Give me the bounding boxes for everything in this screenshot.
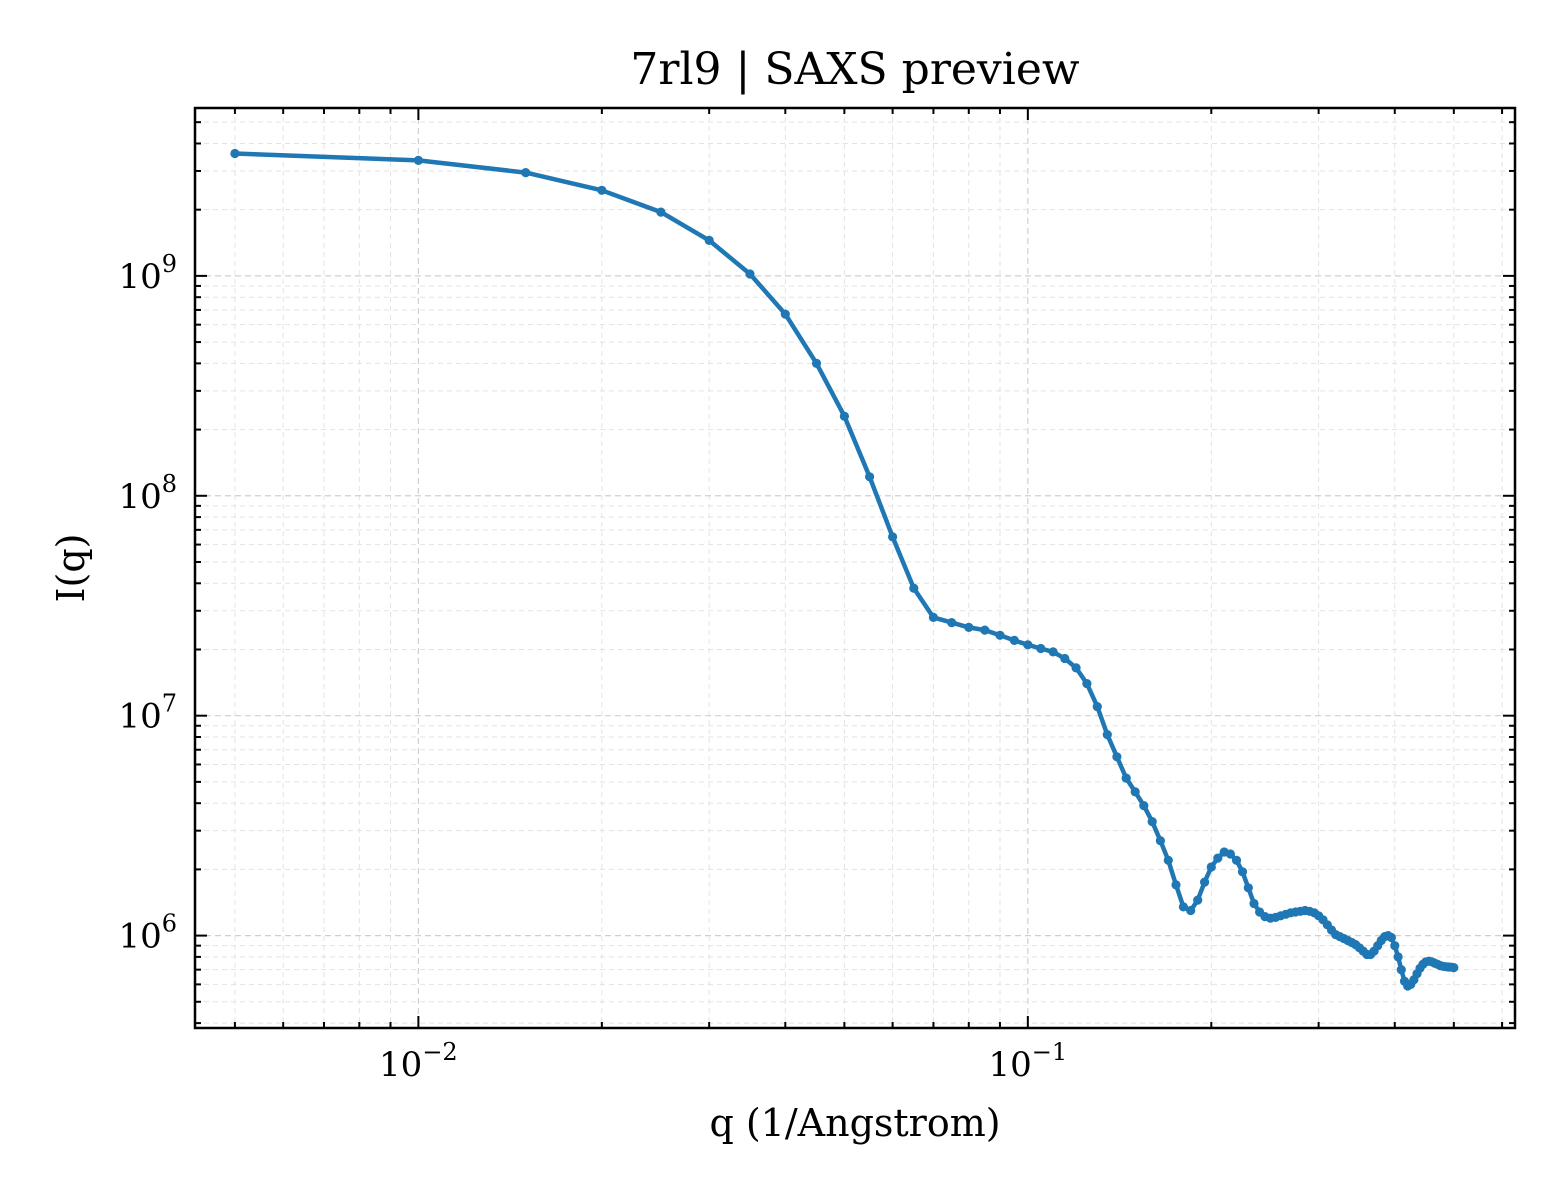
data-point xyxy=(1178,902,1188,912)
data-point xyxy=(1071,663,1081,673)
y-tick-label: 106 xyxy=(118,910,177,957)
y-tick-label: 108 xyxy=(118,470,177,517)
x-tick-label: 10−1 xyxy=(989,1038,1068,1085)
grid xyxy=(195,108,1515,1028)
data-point xyxy=(745,269,755,279)
y-tick-labels: 106 107 108 109 xyxy=(118,250,177,957)
data-point xyxy=(1102,730,1112,740)
data-point xyxy=(888,532,898,542)
data-point xyxy=(1396,965,1406,975)
series-layer xyxy=(230,148,1459,991)
data-point xyxy=(1193,895,1203,905)
data-point xyxy=(1139,801,1149,811)
data-point xyxy=(1393,952,1403,962)
plot-frame xyxy=(193,106,1517,1030)
data-point xyxy=(1225,849,1235,859)
data-point xyxy=(947,618,957,628)
y-axis-label: I(q) xyxy=(49,534,93,603)
x-tick-label: 10−2 xyxy=(379,1038,458,1085)
data-point xyxy=(1249,898,1259,909)
y-tick-label: 107 xyxy=(118,690,177,737)
data-point xyxy=(413,155,423,165)
data-point xyxy=(1112,752,1122,762)
data-point xyxy=(521,168,531,178)
data-point xyxy=(656,207,666,217)
data-point xyxy=(597,185,607,195)
data-point xyxy=(1186,905,1196,916)
data-point xyxy=(1206,862,1216,872)
x-tick-labels: 10−2 10−1 xyxy=(379,1038,1067,1085)
data-point xyxy=(780,309,790,319)
data-point xyxy=(1390,941,1400,951)
data-point xyxy=(1231,855,1242,865)
data-point xyxy=(964,622,974,633)
data-point xyxy=(1213,853,1223,863)
data-point xyxy=(1009,635,1019,646)
data-point xyxy=(1386,932,1396,943)
data-point xyxy=(1237,867,1248,877)
data-point xyxy=(980,625,990,635)
data-point xyxy=(1243,883,1253,893)
data-point xyxy=(1023,640,1033,650)
data-point xyxy=(1060,653,1070,664)
data-point xyxy=(1200,877,1210,887)
data-point xyxy=(909,583,919,593)
data-point xyxy=(865,472,875,482)
data-point xyxy=(1163,855,1173,865)
data-point xyxy=(1048,647,1058,657)
data-point xyxy=(1155,836,1165,846)
data-point xyxy=(1036,643,1046,654)
data-point xyxy=(1082,679,1092,689)
y-tick-label: 109 xyxy=(118,250,177,297)
data-point xyxy=(928,612,939,623)
chart-title: 7rl9 | SAXS preview xyxy=(630,44,1079,95)
x-axis-label: q (1/Angstrom) xyxy=(709,1101,1000,1145)
data-point xyxy=(1130,787,1140,797)
data-point xyxy=(995,630,1005,640)
data-point xyxy=(1449,963,1459,973)
data-point xyxy=(1121,773,1131,783)
data-point xyxy=(839,411,850,421)
data-point xyxy=(230,148,240,159)
data-point xyxy=(1171,880,1181,890)
data-point xyxy=(1147,817,1157,827)
data-point xyxy=(811,358,822,368)
data-point xyxy=(1092,702,1102,712)
data-point xyxy=(704,235,714,245)
